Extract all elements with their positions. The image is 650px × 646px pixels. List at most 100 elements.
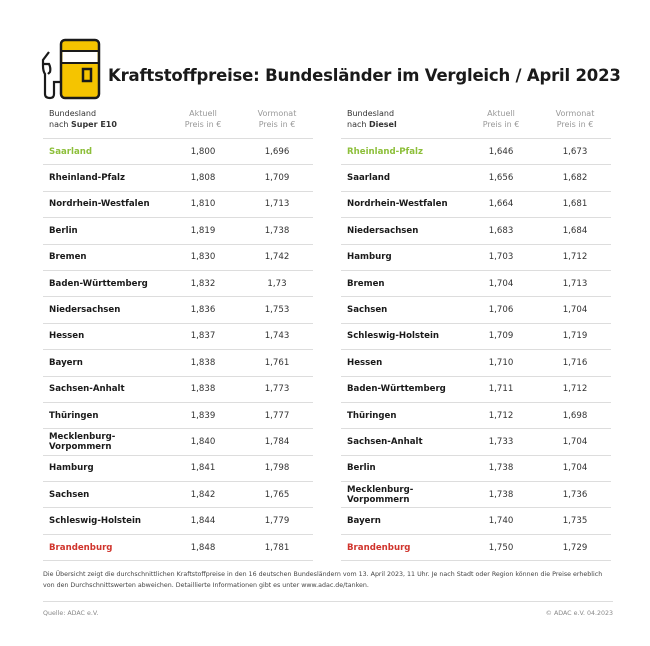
table-row: Rheinland-Pfalz 1,808 1,709 — [43, 165, 313, 192]
divider — [43, 601, 613, 602]
previous-price: 1,765 — [264, 489, 290, 500]
previous-price: 1,742 — [264, 252, 290, 263]
super-e10-table: Bundesland nach Super E10 Aktuell Preis in… — [43, 108, 313, 562]
previous-price: 1,761 — [264, 357, 290, 368]
state-name: Sachsen-Anhalt — [49, 384, 125, 395]
source: Quelle: ADAC e.V. — [43, 610, 99, 617]
footnote: Die Übersicht zeigt die durchschnittlich… — [43, 571, 603, 589]
current-price: 1,704 — [488, 278, 514, 289]
table-row: Bayern 1,838 1,761 — [43, 350, 313, 377]
state-name: Berlin — [347, 463, 376, 474]
state-name: Baden-Württemberg — [347, 384, 446, 395]
state-name: Niedersachsen — [49, 305, 121, 316]
state-name: Sachsen — [49, 489, 90, 500]
state-name: Sachsen — [347, 305, 388, 316]
state-name: Hamburg — [347, 252, 392, 263]
state-name: Brandenburg — [49, 542, 113, 553]
previous-price: 1,704 — [562, 305, 588, 316]
table-row: Rheinland-Pfalz 1,646 1,673 — [341, 139, 611, 166]
state-name: Hamburg — [49, 463, 94, 474]
previous-price: 1,684 — [562, 225, 588, 236]
state-name: Saarland — [49, 146, 93, 157]
current-price: 1,712 — [488, 410, 514, 421]
current-price: 1,810 — [190, 199, 216, 210]
current-price: 1,839 — [190, 410, 216, 421]
state-name: Hessen — [347, 357, 383, 368]
header-text: Bundesland — [347, 109, 395, 118]
state-name: Niedersachsen — [347, 225, 419, 236]
column-previous: Vormonat Preis in € — [241, 108, 313, 138]
table-row: Sachsen 1,706 1,704 — [341, 297, 611, 324]
table-row: Berlin 1,819 1,738 — [43, 218, 313, 245]
previous-price: 1,781 — [264, 542, 290, 553]
state-name: Thüringen — [49, 410, 99, 421]
current-price: 1,703 — [488, 252, 514, 263]
previous-price: 1,698 — [562, 410, 588, 421]
previous-price: 1,73 — [267, 278, 287, 289]
state-name: Bayern — [347, 516, 381, 527]
table-row: Sachsen-Anhalt 1,733 1,704 — [341, 429, 611, 456]
column-previous: Vormonat Preis in € — [539, 108, 611, 138]
state-name: Saarland — [347, 173, 391, 184]
header-text: Vormonat — [555, 109, 595, 118]
table-row: Hessen 1,837 1,743 — [43, 324, 313, 351]
previous-price: 1,729 — [562, 542, 588, 553]
current-price: 1,709 — [488, 331, 514, 342]
header-text: Preis in € — [482, 120, 520, 129]
state-name: Schleswig-Holstein — [347, 331, 440, 342]
state-name: Mecklenburg-Vorpommern — [49, 431, 116, 452]
current-price: 1,838 — [190, 384, 216, 395]
current-price: 1,808 — [190, 173, 216, 184]
copyright: © ADAC e.V. 04.2023 — [545, 610, 613, 617]
table-row: Hamburg 1,841 1,798 — [43, 456, 313, 483]
previous-price: 1,713 — [562, 278, 588, 289]
table-header: Bundesland nach Diesel Aktuell Preis in € … — [341, 108, 611, 139]
table-row: Saarland 1,656 1,682 — [341, 165, 611, 192]
current-price: 1,842 — [190, 489, 216, 500]
state-name: Rheinland-Pfalz — [347, 146, 423, 157]
table-header: Bundesland nach Super E10 Aktuell Preis in… — [43, 108, 313, 139]
current-price: 1,837 — [190, 331, 216, 342]
previous-price: 1,682 — [562, 173, 588, 184]
column-current: Aktuell Preis in € — [475, 108, 527, 138]
previous-price: 1,673 — [562, 146, 588, 157]
current-price: 1,656 — [488, 173, 514, 184]
table-row: Nordrhein-Westfalen 1,810 1,713 — [43, 192, 313, 219]
table-row: Saarland 1,800 1,696 — [43, 139, 313, 166]
state-name: Brandenburg — [347, 542, 411, 553]
previous-price: 1,704 — [562, 463, 588, 474]
current-price: 1,848 — [190, 542, 216, 553]
previous-price: 1,773 — [264, 384, 290, 395]
current-price: 1,706 — [488, 305, 514, 316]
previous-price: 1,779 — [264, 516, 290, 527]
table-row: Niedersachsen 1,683 1,684 — [341, 218, 611, 245]
table-row: Brandenburg 1,750 1,729 — [341, 535, 611, 562]
state-name: Bremen — [49, 252, 87, 263]
table-row: Mecklenburg-Vorpommern 1,840 1,784 — [43, 429, 313, 456]
current-price: 1,664 — [488, 199, 514, 210]
previous-price: 1,735 — [562, 516, 588, 527]
diesel-table: Bundesland nach Diesel Aktuell Preis in € … — [341, 108, 611, 562]
table-row: Thüringen 1,712 1,698 — [341, 403, 611, 430]
current-price: 1,836 — [190, 305, 216, 316]
previous-price: 1,712 — [562, 252, 588, 263]
table-row: Schleswig-Holstein 1,844 1,779 — [43, 508, 313, 535]
table-row: Thüringen 1,839 1,777 — [43, 403, 313, 430]
state-name: Baden-Württemberg — [49, 278, 148, 289]
current-price: 1,840 — [190, 436, 216, 447]
state-name: Thüringen — [347, 410, 397, 421]
fuel-type: Super E10 — [70, 120, 117, 129]
current-price: 1,738 — [488, 463, 514, 474]
current-price: 1,733 — [488, 436, 514, 447]
table-row: Bremen 1,704 1,713 — [341, 271, 611, 298]
previous-price: 1,777 — [264, 410, 290, 421]
previous-price: 1,784 — [264, 436, 290, 447]
previous-price: 1,719 — [562, 331, 588, 342]
current-price: 1,838 — [190, 357, 216, 368]
page-title: Kraftstoffpreise: Bundesländer im Vergle… — [108, 66, 621, 85]
previous-price: 1,753 — [264, 305, 290, 316]
previous-price: 1,713 — [264, 199, 290, 210]
fuel-type: Diesel — [368, 120, 397, 129]
state-name: Bremen — [347, 278, 385, 289]
table-row: Sachsen 1,842 1,765 — [43, 482, 313, 509]
